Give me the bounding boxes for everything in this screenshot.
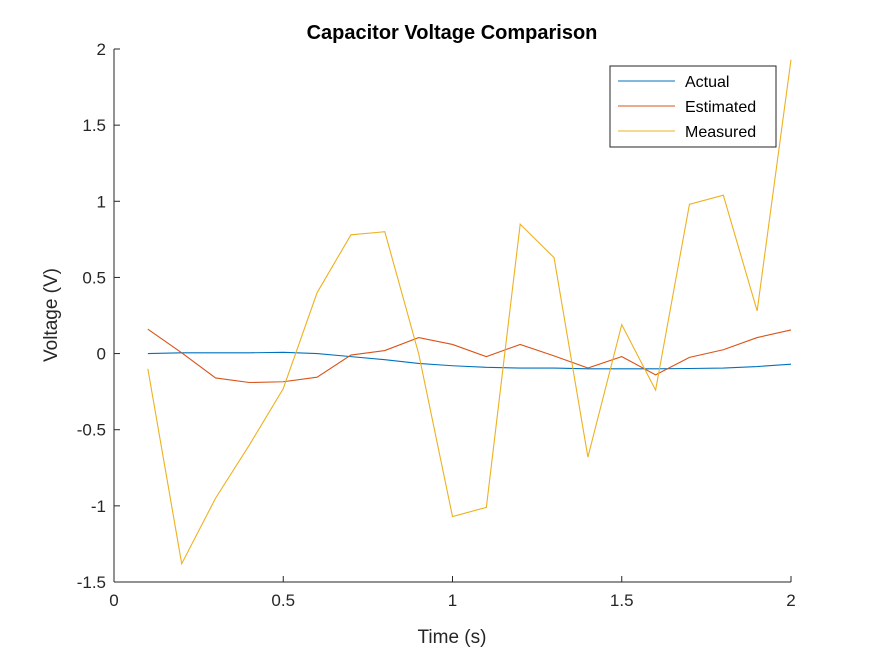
series-line-measured bbox=[147, 59, 792, 566]
y-axis-label: Voltage (V) bbox=[41, 268, 62, 362]
legend-label-actual: Actual bbox=[685, 74, 729, 91]
x-tick-label: 0.5 bbox=[271, 591, 295, 610]
y-tick-label: -1.5 bbox=[77, 573, 106, 592]
x-tick-label: 0 bbox=[109, 591, 118, 610]
legend-box bbox=[609, 65, 777, 148]
legend-label-estimated: Estimated bbox=[685, 99, 756, 116]
chart-title: Capacitor Voltage Comparison bbox=[307, 22, 598, 44]
series-line-estimated bbox=[147, 328, 792, 384]
axes-layer: 0 0.5 1 1.5 2 -1.5 -1 -0.5 0 0.5 1 1.5 2 bbox=[77, 40, 796, 610]
y-tick-label: 0 bbox=[97, 345, 106, 364]
x-tick-label: 2 bbox=[786, 591, 795, 610]
y-tick-label: 1.5 bbox=[82, 116, 106, 135]
x-axis-label: Time (s) bbox=[418, 627, 487, 648]
y-tick-label: -0.5 bbox=[77, 421, 106, 440]
series-layer bbox=[147, 59, 792, 566]
x-tick-label: 1 bbox=[448, 591, 457, 610]
legend: Actual Estimated Measured bbox=[609, 65, 777, 148]
legend-label-measured: Measured bbox=[685, 124, 756, 141]
series-line-actual bbox=[147, 351, 792, 370]
y-tick-label: -1 bbox=[91, 497, 106, 516]
y-tick-label: 0.5 bbox=[82, 268, 106, 287]
y-tick-label: 2 bbox=[97, 40, 106, 59]
x-tick-label: 1.5 bbox=[610, 591, 634, 610]
y-tick-label: 1 bbox=[97, 192, 106, 211]
